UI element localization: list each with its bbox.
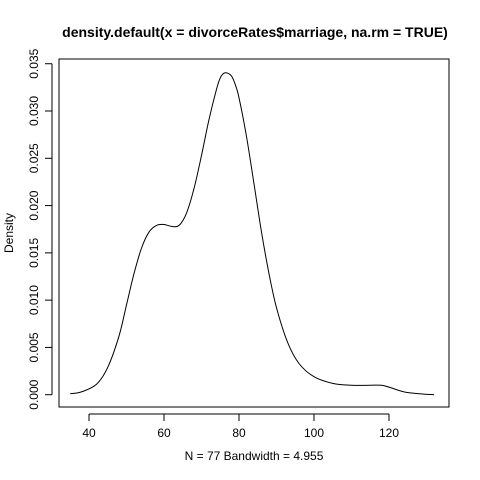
y-tick-label: 0.030 xyxy=(27,96,41,126)
x-tick-label: 80 xyxy=(232,426,246,440)
x-tick-label: 60 xyxy=(157,426,171,440)
chart-title: density.default(x = divorceRates$marriag… xyxy=(62,24,448,40)
x-tick-label: 100 xyxy=(304,426,324,440)
y-axis: 0.000 0.005 0.010 0.015 0.020 0.025 0.030 0.035 xyxy=(27,48,53,410)
plot-frame xyxy=(58,58,450,408)
y-tick-label: 0.020 xyxy=(27,190,41,220)
y-tick-label: 0.005 xyxy=(27,332,41,362)
x-axis-label: N = 77 Bandwidth = 4.955 xyxy=(185,449,324,463)
y-tick-label: 0.015 xyxy=(27,238,41,268)
density-curve xyxy=(70,72,435,396)
y-tick-label: 0.000 xyxy=(27,379,41,409)
x-axis: 40 60 80 100 120 xyxy=(82,413,399,440)
x-tick-label: 40 xyxy=(82,426,96,440)
y-tick-label: 0.035 xyxy=(27,48,41,78)
y-tick-label: 0.010 xyxy=(27,285,41,315)
y-axis-label: Density xyxy=(2,213,16,253)
y-tick-label: 0.025 xyxy=(27,143,41,173)
x-tick-label: 120 xyxy=(379,426,399,440)
